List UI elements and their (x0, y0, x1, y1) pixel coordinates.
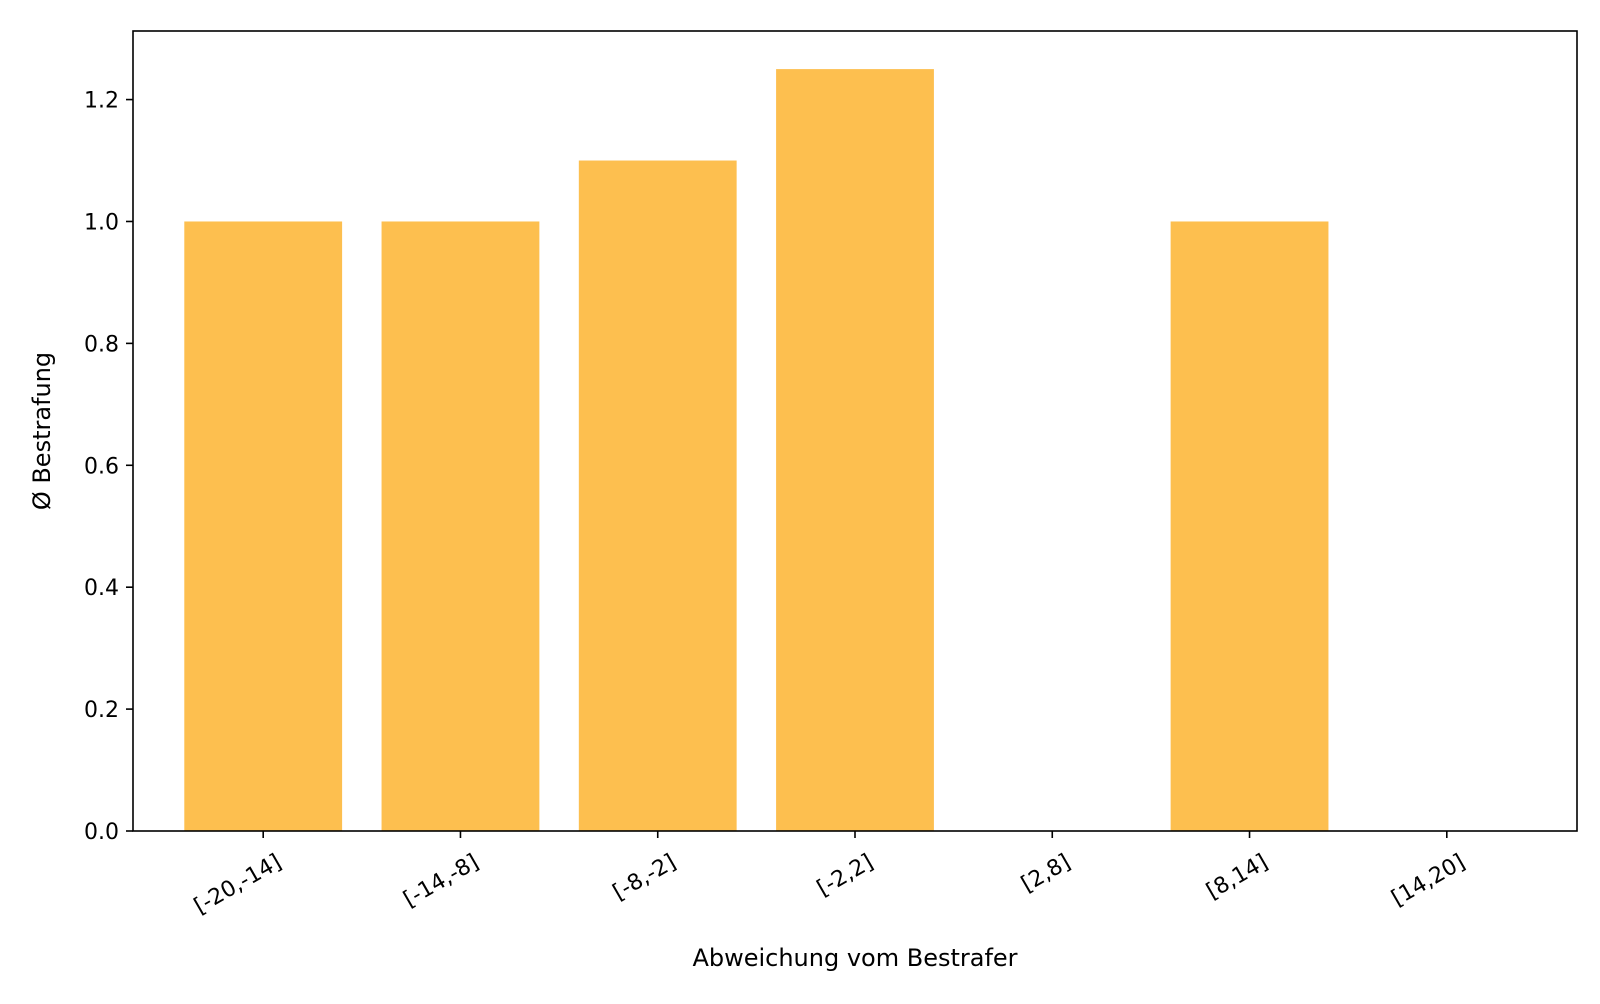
x-tick-label: [-20,-14] (190, 850, 286, 920)
bar-[-20,-14] (184, 221, 343, 831)
bar-[8,14] (1170, 221, 1329, 831)
y-tick-label: 0.8 (84, 332, 119, 357)
x-tick-label: [-14,-8] (400, 850, 484, 913)
y-axis: 0.0 0.2 0.4 0.6 0.8 1.0 1.2 (84, 89, 133, 845)
y-tick-label: 1.0 (84, 210, 119, 235)
x-tick-label: [14,20] (1387, 850, 1469, 912)
x-tick-label: [-8,-2] (609, 850, 680, 906)
x-axis: [-20,-14] [-14,-8] [-8,-2] [-2,2] [2,8] [8,14… (190, 831, 1469, 919)
y-tick-label: 0.6 (84, 454, 119, 479)
y-tick-label: 1.2 (84, 89, 119, 114)
x-axis-label: Abweichung vom Bestrafer (692, 944, 1017, 972)
bars-layer (184, 69, 1329, 832)
y-tick-label: 0.4 (84, 576, 119, 601)
bar-[-8,-2] (578, 160, 737, 831)
x-tick-label: [2,8] (1017, 850, 1075, 898)
x-tick-label: [8,14] (1202, 850, 1272, 905)
y-tick-label: 0.0 (84, 820, 119, 845)
bar-[-2,2] (776, 69, 934, 832)
y-tick-label: 0.2 (84, 698, 119, 723)
x-tick-label: [-2,2] (813, 850, 878, 902)
y-axis-label: Ø Bestrafung (28, 352, 56, 510)
bar-[-14,-8] (381, 221, 540, 831)
